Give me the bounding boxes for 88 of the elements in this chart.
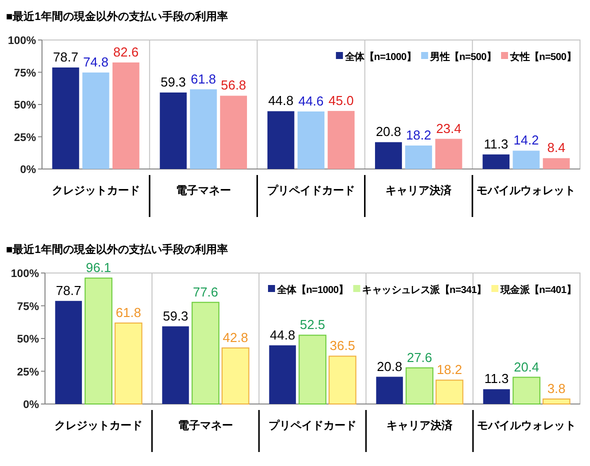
bar [375, 142, 402, 169]
y-tick-label: 25% [14, 132, 36, 144]
bar [192, 302, 220, 404]
bar [162, 326, 189, 404]
bar [328, 356, 356, 404]
legend-label: 女性【n=500】 [509, 51, 576, 63]
bar [512, 376, 540, 404]
data-label: 23.4 [436, 120, 462, 136]
x-tick-label: クレジットカード [54, 420, 142, 432]
data-label: 44.8 [268, 93, 294, 108]
chart-title: ■最近1年間の現金以外の支払い手段の利用率 [6, 10, 228, 23]
bar [483, 389, 510, 404]
bar [482, 154, 510, 169]
data-label: 61.8 [116, 305, 142, 320]
data-label: 20.8 [376, 358, 402, 374]
bar [114, 322, 142, 404]
data-label: 78.7 [53, 49, 78, 64]
y-tick-label: 25% [16, 366, 40, 378]
x-tick-label: クレジットカード [52, 185, 140, 197]
legend-label: 全体【n=1000】 [276, 284, 348, 296]
data-label: 14.2 [514, 132, 539, 148]
x-tick-label: キャリア決済 [386, 184, 453, 197]
bar [55, 300, 82, 404]
data-label: 20.4 [514, 359, 540, 374]
x-tick-label: モバイルウォレット [476, 185, 576, 197]
data-label: 78.7 [56, 282, 82, 298]
data-label: 20.8 [376, 124, 402, 140]
y-tick-label: 75% [14, 67, 36, 80]
x-tick-label: 電子マネー [176, 185, 231, 197]
data-label: 61.8 [190, 71, 216, 86]
chart-title: ■最近1年間の現金以外の支払い手段の利用率 [6, 243, 228, 256]
bar [84, 278, 112, 404]
legend-label: 全体【n=1000】 [344, 51, 416, 63]
data-label: 52.5 [300, 317, 326, 332]
bar [436, 380, 464, 404]
bar [512, 150, 540, 169]
data-label: 36.5 [330, 338, 356, 354]
data-label: 45.0 [328, 92, 354, 108]
data-label: 77.6 [192, 284, 218, 300]
data-label: 18.2 [436, 362, 462, 378]
data-label: 3.8 [547, 381, 566, 396]
bar [160, 92, 187, 169]
legend-label: キャッシュレス派【n=341】 [362, 284, 486, 296]
bar [405, 146, 432, 169]
data-label: 44.8 [270, 327, 296, 342]
bar [222, 347, 250, 404]
bar [328, 110, 355, 169]
y-tick-label: 100% [10, 268, 40, 280]
data-label: 74.8 [83, 54, 108, 70]
bar [112, 62, 140, 169]
y-tick-label: 50% [14, 100, 36, 112]
x-tick-label: プリペイドカード [268, 419, 356, 432]
data-label: 44.6 [298, 93, 324, 108]
bar [435, 138, 462, 169]
data-label: 59.3 [160, 74, 186, 90]
data-label: 27.6 [406, 350, 432, 365]
x-tick-label: モバイルウォレット [477, 420, 576, 432]
bar [220, 96, 247, 169]
legend-label: 現金派【n=401】 [499, 284, 576, 296]
bar [269, 345, 296, 404]
data-label: 96.1 [86, 260, 112, 276]
bar [267, 111, 294, 169]
bar [376, 376, 403, 404]
y-tick-label: 100% [8, 35, 36, 47]
x-tick-label: キャリア決済 [386, 419, 454, 432]
data-label: 56.8 [220, 78, 246, 93]
y-tick-label: 75% [16, 300, 40, 313]
x-tick-label: 電子マネー [178, 420, 233, 432]
data-label: 8.4 [547, 140, 566, 156]
bar [298, 111, 324, 169]
bar [542, 398, 570, 404]
bar [406, 367, 434, 404]
legend-label: 男性【n=500】 [429, 51, 496, 63]
y-tick-label: 50% [16, 334, 40, 346]
bar [82, 72, 110, 169]
data-label: 11.3 [484, 136, 508, 152]
bar [298, 334, 326, 404]
data-label: 59.3 [162, 308, 188, 324]
y-tick-label: 0% [23, 399, 40, 411]
bar [542, 158, 570, 169]
bar [52, 67, 80, 169]
x-tick-label: プリペイドカード [267, 184, 355, 197]
data-label: 82.6 [113, 44, 139, 60]
data-label: 18.2 [406, 128, 432, 143]
y-tick-label: 0% [20, 164, 36, 176]
bar [190, 89, 217, 169]
data-label: 11.3 [484, 371, 509, 386]
data-label: 42.8 [222, 330, 248, 345]
